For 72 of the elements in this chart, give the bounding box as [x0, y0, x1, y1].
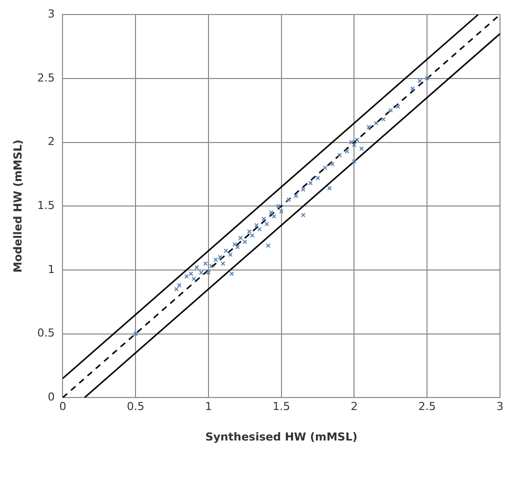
point — [276, 204, 281, 208]
point — [330, 162, 335, 166]
y-tick-label: 0.5 — [37, 326, 55, 340]
point — [286, 197, 291, 202]
point — [238, 236, 243, 240]
point — [410, 86, 415, 91]
point — [209, 264, 214, 268]
point — [194, 265, 200, 270]
x-tick-label: 2 — [350, 400, 358, 414]
point — [133, 332, 138, 336]
y-tick-label: 3 — [48, 7, 55, 20]
y-tick-label: 2 — [48, 135, 55, 148]
y-tick-label: 2.5 — [37, 71, 55, 84]
point — [354, 137, 360, 142]
point — [257, 226, 262, 232]
point — [381, 117, 386, 122]
point — [308, 180, 313, 186]
point — [300, 187, 306, 192]
x-tick-label: 3 — [496, 400, 504, 414]
point — [264, 222, 270, 226]
point — [327, 186, 332, 190]
x-tick-label: 1.5 — [272, 400, 290, 414]
point — [352, 159, 356, 164]
point — [366, 124, 372, 130]
point — [230, 271, 234, 276]
point — [206, 270, 211, 275]
point — [388, 108, 393, 113]
point — [262, 216, 266, 222]
point — [268, 210, 274, 215]
point — [177, 282, 182, 288]
point — [218, 254, 222, 260]
point — [424, 76, 430, 81]
point — [300, 212, 306, 218]
point — [247, 229, 252, 234]
point — [294, 194, 298, 198]
point — [213, 257, 218, 262]
y-tick-label: 1.5 — [37, 198, 55, 212]
point — [192, 276, 196, 282]
point — [316, 176, 320, 180]
point — [254, 222, 259, 228]
point — [337, 152, 342, 158]
point — [396, 104, 400, 109]
x-tick-label: 2.5 — [418, 400, 436, 414]
point — [220, 261, 226, 266]
x-tick-label: 0 — [59, 400, 66, 414]
point — [322, 166, 328, 170]
point — [174, 286, 179, 292]
point — [266, 243, 270, 248]
x-axis-title: Synthesised HW (mMSL) — [205, 430, 358, 444]
point — [188, 271, 194, 276]
x-tick-label: 0.5 — [126, 400, 144, 414]
point — [242, 240, 248, 244]
y-tick-label: 1 — [48, 262, 55, 276]
point — [232, 242, 237, 247]
point — [352, 142, 356, 148]
point — [184, 274, 189, 279]
point — [349, 140, 354, 145]
y-tick-label: 0 — [48, 390, 55, 404]
point — [272, 214, 276, 219]
x-tick-label: 1 — [204, 400, 212, 414]
y-axis-title: Modelled HW (mMSL) — [11, 140, 24, 273]
point — [203, 261, 208, 266]
point — [279, 208, 284, 214]
point — [228, 252, 233, 257]
point — [198, 270, 204, 275]
point — [224, 248, 228, 254]
point — [418, 78, 422, 84]
point — [374, 120, 378, 126]
point — [359, 146, 364, 151]
point — [235, 244, 240, 250]
point — [344, 148, 350, 154]
point — [250, 233, 254, 238]
